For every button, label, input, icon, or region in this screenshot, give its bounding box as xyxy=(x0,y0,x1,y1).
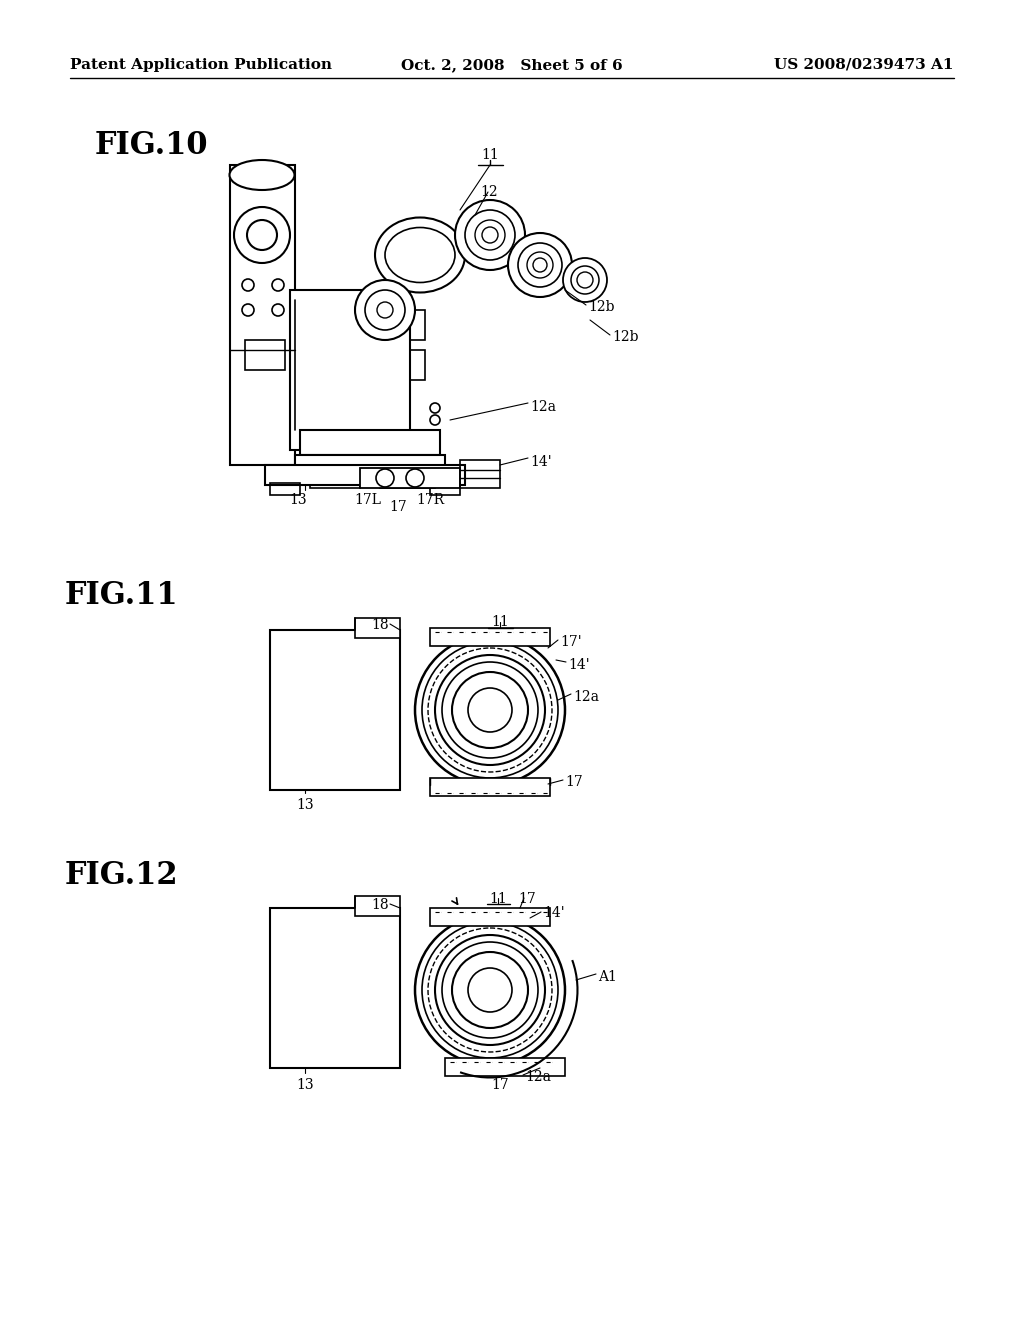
Bar xyxy=(360,469,460,488)
Text: 13: 13 xyxy=(296,799,313,812)
Text: US 2008/0239473 A1: US 2008/0239473 A1 xyxy=(774,58,954,73)
Bar xyxy=(355,896,400,916)
Text: A1: A1 xyxy=(598,970,616,983)
Text: 17: 17 xyxy=(492,1078,509,1092)
Circle shape xyxy=(376,469,394,487)
Text: FIG.12: FIG.12 xyxy=(65,861,178,891)
Text: 13: 13 xyxy=(289,492,307,507)
Bar xyxy=(300,430,440,455)
Text: 12a: 12a xyxy=(573,690,599,704)
Circle shape xyxy=(406,469,424,487)
Text: 12b: 12b xyxy=(588,300,614,314)
Text: 11: 11 xyxy=(489,892,507,906)
Text: 14': 14' xyxy=(543,906,564,920)
Bar xyxy=(270,908,400,1068)
Circle shape xyxy=(415,635,565,785)
Bar xyxy=(380,469,435,488)
Text: 13: 13 xyxy=(296,1078,313,1092)
Bar xyxy=(410,350,425,380)
Bar xyxy=(290,290,410,450)
Text: 17': 17' xyxy=(560,635,582,649)
Text: 11: 11 xyxy=(492,615,509,630)
Text: 17: 17 xyxy=(565,775,583,789)
Circle shape xyxy=(455,201,525,271)
Circle shape xyxy=(415,915,565,1065)
Text: 18: 18 xyxy=(371,898,389,912)
Circle shape xyxy=(563,257,607,302)
Text: 14': 14' xyxy=(530,455,552,469)
Bar xyxy=(410,310,425,341)
Bar xyxy=(230,165,295,465)
Text: 14': 14' xyxy=(568,657,590,672)
Text: 17R: 17R xyxy=(416,492,444,507)
Text: 12a: 12a xyxy=(525,1071,551,1084)
Bar xyxy=(270,630,400,789)
Text: 17: 17 xyxy=(389,500,407,513)
Circle shape xyxy=(355,280,415,341)
Text: 12b: 12b xyxy=(612,330,639,345)
Ellipse shape xyxy=(229,160,295,190)
Circle shape xyxy=(508,234,572,297)
Bar xyxy=(460,459,500,488)
Bar xyxy=(430,483,460,495)
Text: 17: 17 xyxy=(518,892,536,906)
Text: 11: 11 xyxy=(481,148,499,162)
Bar xyxy=(430,908,550,927)
Text: 12a: 12a xyxy=(530,400,556,414)
Bar xyxy=(295,455,445,470)
Ellipse shape xyxy=(375,218,465,293)
Circle shape xyxy=(234,207,290,263)
Text: FIG.11: FIG.11 xyxy=(65,579,178,611)
Text: 12: 12 xyxy=(480,185,498,199)
Bar xyxy=(445,1059,565,1076)
Bar xyxy=(245,341,285,370)
Text: 18: 18 xyxy=(371,618,389,632)
Text: Patent Application Publication: Patent Application Publication xyxy=(70,58,332,73)
Bar xyxy=(355,618,400,638)
Text: FIG.10: FIG.10 xyxy=(95,129,209,161)
Bar xyxy=(270,483,300,495)
Bar xyxy=(430,777,550,796)
Text: Oct. 2, 2008   Sheet 5 of 6: Oct. 2, 2008 Sheet 5 of 6 xyxy=(401,58,623,73)
Bar xyxy=(265,465,465,484)
Bar xyxy=(310,470,360,488)
Text: 17L: 17L xyxy=(354,492,382,507)
Bar xyxy=(430,628,550,645)
